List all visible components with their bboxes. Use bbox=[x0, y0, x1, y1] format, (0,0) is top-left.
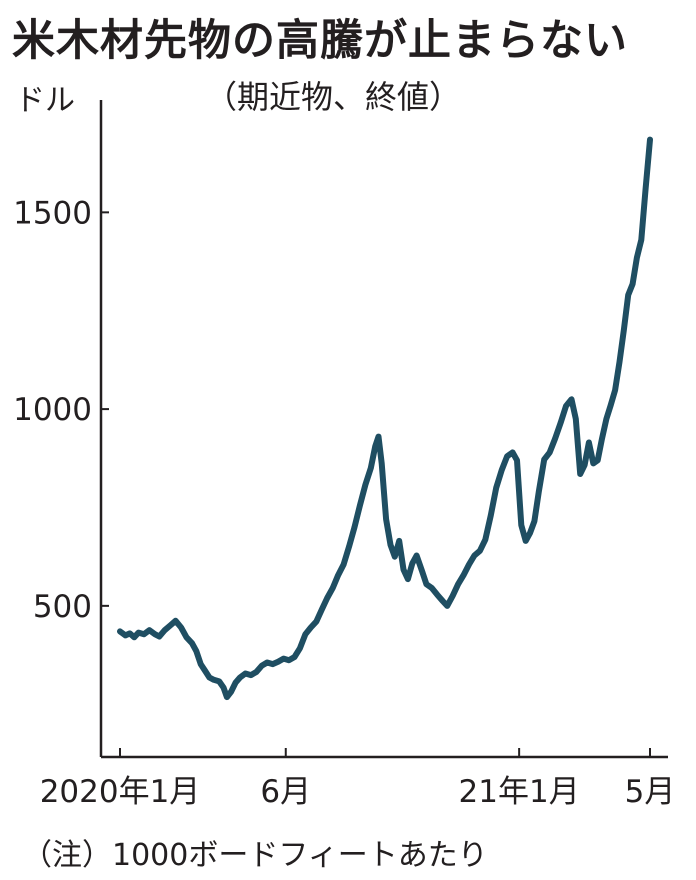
y-axis-unit-label: ドル bbox=[15, 83, 75, 118]
y-tick-label: 1000 bbox=[13, 392, 92, 428]
chart-ticks: 500 1000 1500 2020年1月 6月 21年1月 5月 bbox=[13, 195, 675, 810]
x-tick-label: 21年1月 bbox=[459, 774, 580, 810]
price-series-line bbox=[117, 136, 653, 701]
y-tick-label: 500 bbox=[33, 589, 92, 625]
x-tick-label: 5月 bbox=[625, 774, 676, 810]
chart-axes: ドル bbox=[15, 83, 668, 759]
x-tick-label: 2020年1月 bbox=[40, 774, 201, 810]
chart-series bbox=[117, 136, 653, 701]
chart-subtitle: （期近物、終値） bbox=[205, 78, 462, 116]
y-tick-label: 1500 bbox=[13, 195, 92, 231]
x-tick-label: 6月 bbox=[260, 774, 311, 810]
chart-title: 米木材先物の高騰が止まらない bbox=[12, 16, 628, 66]
chart-note: （注）1000ボードフィートあたり bbox=[22, 838, 488, 873]
